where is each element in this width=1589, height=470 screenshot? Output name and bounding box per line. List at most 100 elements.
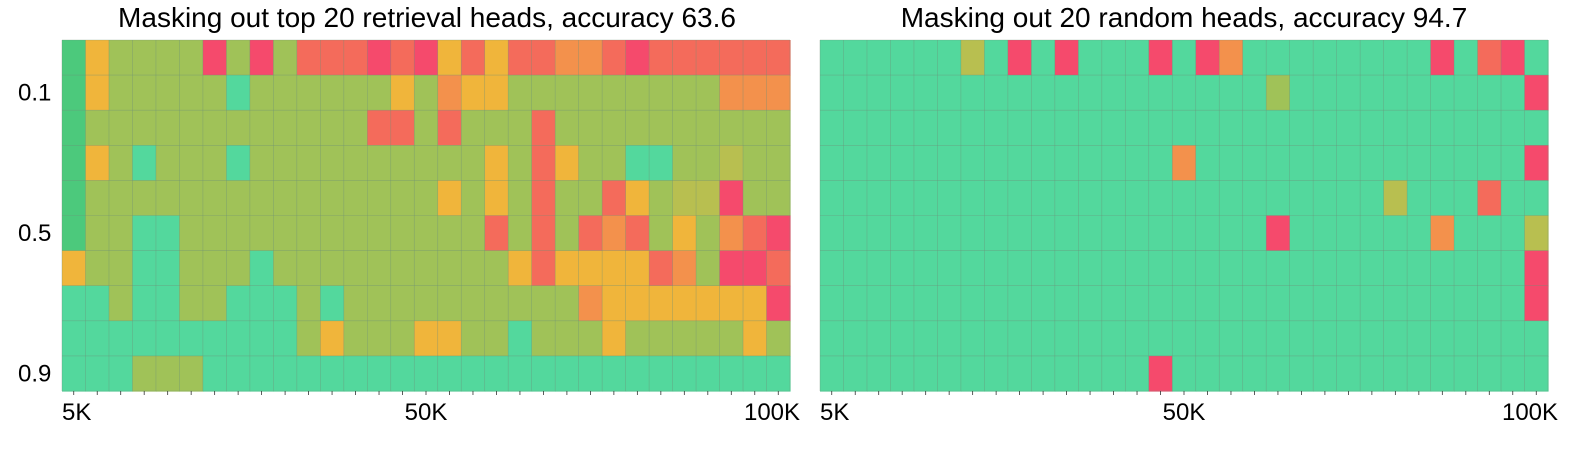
heatmap-cell [296, 145, 321, 181]
heatmap-cell [1054, 285, 1079, 322]
heatmap-cell [866, 145, 892, 181]
heatmap-cell [743, 180, 768, 217]
heatmap-cell [343, 285, 368, 322]
heatmap-cell [1125, 320, 1150, 357]
heatmap-cell [461, 75, 486, 111]
heatmap-cell [1289, 355, 1314, 392]
heatmap-cell [1101, 40, 1126, 76]
heatmap-cell [1031, 320, 1056, 357]
heatmap-cell [719, 180, 744, 217]
heatmap-cell [531, 180, 556, 217]
heatmap-cell [1195, 355, 1220, 392]
heatmap-cell [249, 110, 274, 146]
heatmap-cell [820, 320, 845, 357]
heatmap-cell [296, 355, 321, 392]
heatmap-cell [766, 320, 791, 357]
heatmap-cell [820, 355, 845, 392]
heatmap-cell [461, 40, 486, 76]
heatmap-cell [437, 75, 462, 111]
heatmap-cell [1219, 355, 1244, 392]
heatmap-cell [1407, 355, 1432, 392]
heatmap-cell [437, 285, 462, 322]
heatmap-cell [249, 75, 274, 111]
heatmap-cell [766, 355, 791, 392]
heatmap-cell [1266, 250, 1291, 287]
heatmap-cell [913, 285, 939, 322]
heatmap-cell [1125, 215, 1150, 252]
heatmap-cell [1148, 320, 1173, 357]
heatmap-cell [1383, 180, 1408, 217]
heatmap-cell [1336, 320, 1361, 357]
heatmap-cell [202, 215, 227, 252]
heatmap-cell [1430, 285, 1455, 322]
heatmap-cell [960, 145, 985, 181]
heatmap-cell [984, 110, 1009, 146]
heatmap-cell [390, 215, 415, 252]
heatmap-cell [531, 355, 556, 392]
heatmap-cell [937, 250, 962, 287]
heatmap-cell [1524, 285, 1549, 322]
heatmap-cell [320, 215, 345, 252]
heatmap-cell [984, 250, 1009, 287]
heatmap-cell [602, 180, 627, 217]
heatmap-cell [1148, 215, 1173, 252]
heatmap-cell [766, 145, 791, 181]
heatmap-cell [155, 355, 181, 392]
heatmap-cell [85, 145, 110, 181]
heatmap-cell [555, 110, 580, 146]
heatmap-cell [367, 285, 392, 322]
heatmap-cell [1313, 215, 1338, 252]
heatmap-cell [1101, 250, 1126, 287]
heatmap-cell [320, 75, 345, 111]
heatmap-cell [743, 215, 768, 252]
heatmap-cell [62, 320, 87, 357]
heatmap-cell [508, 285, 533, 322]
heatmap-cell [1524, 180, 1549, 217]
heatmap-cell [1313, 320, 1338, 357]
heatmap-cell [343, 40, 368, 76]
heatmap-cell [1266, 145, 1291, 181]
heatmap-cell [62, 250, 87, 287]
heatmap-cell [1031, 145, 1056, 181]
heatmap-cell [649, 145, 674, 181]
heatmap-cell [1360, 215, 1385, 252]
heatmap-cell [1477, 285, 1502, 322]
heatmap-cell [508, 40, 533, 76]
heatmap-cell [937, 110, 962, 146]
heatmap-cell [555, 215, 580, 252]
heatmap-cell [226, 145, 251, 181]
heatmap-cell [1313, 355, 1338, 392]
heatmap-cell [1219, 180, 1244, 217]
heatmap-cell [155, 215, 181, 252]
heatmap-cell [602, 250, 627, 287]
heatmap-cell [1501, 110, 1526, 146]
heatmap-cell [390, 355, 415, 392]
heatmap-cell [531, 320, 556, 357]
heatmap-cell [1054, 180, 1079, 217]
heatmap-cell [62, 145, 87, 181]
heatmap-cell [1360, 355, 1385, 392]
heatmap-cell [1477, 145, 1502, 181]
heatmap-cell [625, 355, 650, 392]
heatmap-cell [1289, 250, 1314, 287]
heatmap-cell [1407, 180, 1432, 217]
heatmap-cell [960, 215, 985, 252]
heatmap-cell [937, 145, 962, 181]
heatmap-cell [743, 250, 768, 287]
heatmap-cell [461, 180, 486, 217]
heatmap-cell [960, 355, 985, 392]
heatmap-cell [508, 215, 533, 252]
heatmap-cell [461, 250, 486, 287]
heatmap-cell [937, 40, 962, 76]
heatmap-cell [1336, 75, 1361, 111]
heatmap-cell [343, 355, 368, 392]
heatmap-cell [179, 285, 204, 322]
heatmap-cell [85, 285, 110, 322]
heatmap-cell [62, 285, 87, 322]
heatmap-cell [1383, 285, 1408, 322]
heatmap-cell [625, 250, 650, 287]
heatmap-cell [1477, 320, 1502, 357]
heatmap-cell [672, 40, 697, 76]
heatmap-cell [1172, 320, 1197, 357]
